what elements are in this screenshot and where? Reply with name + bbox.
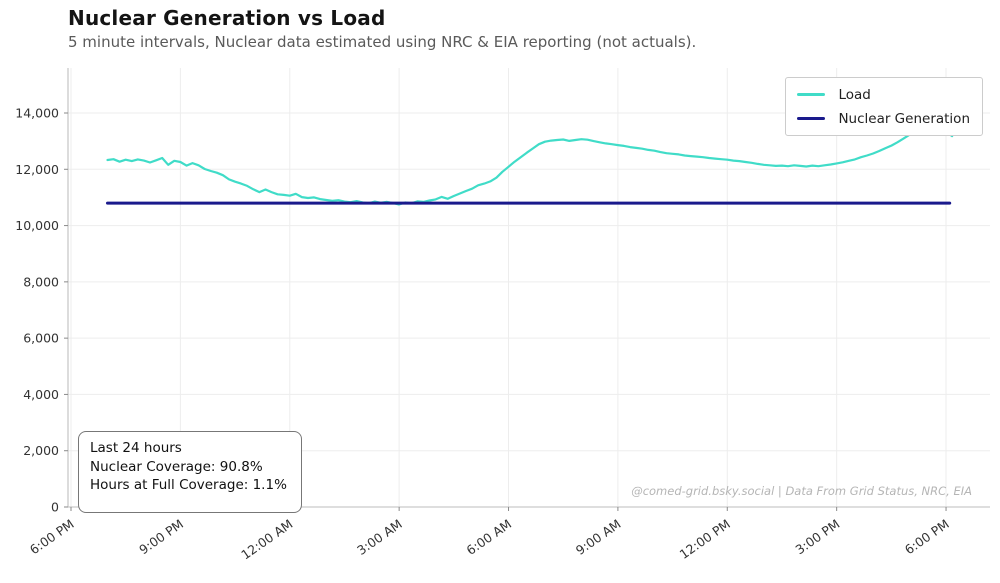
legend-item-nuclear-generation: Nuclear Generation <box>797 109 970 128</box>
x-tick-label: 9:00 AM <box>573 516 624 558</box>
y-tick-label: 14,000 <box>15 106 59 121</box>
chart-title: Nuclear Generation vs Load <box>68 6 386 30</box>
y-tick-label: 0 <box>51 500 59 515</box>
load-line <box>106 126 954 206</box>
legend-swatch-icon <box>797 117 826 120</box>
legend-swatch-icon <box>797 93 826 96</box>
annotation-line-nuclear-coverage: Nuclear Coverage: 90.8% <box>90 458 263 475</box>
y-tick-label: 2,000 <box>23 443 59 458</box>
y-tick-label: 10,000 <box>15 218 59 233</box>
y-tick-label: 12,000 <box>15 162 59 177</box>
x-tick-label: 9:00 PM <box>136 516 186 557</box>
legend-label: Nuclear Generation <box>838 110 970 127</box>
annotation-box: Last 24 hours Nuclear Coverage: 90.8% Ho… <box>78 431 302 513</box>
x-tick-label: 12:00 AM <box>238 516 295 562</box>
x-tick-label: 3:00 AM <box>354 516 405 558</box>
x-tick-label: 12:00 PM <box>677 516 733 562</box>
legend: Load Nuclear Generation <box>785 77 983 136</box>
annotation-line-period: Last 24 hours <box>90 440 182 456</box>
x-tick-label: 3:00 PM <box>793 516 843 557</box>
x-tick-label: 6:00 AM <box>464 516 515 558</box>
y-tick-label: 4,000 <box>23 387 59 402</box>
x-tick-label: 6:00 PM <box>902 516 952 557</box>
chart-subtitle: 5 minute intervals, Nuclear data estimat… <box>68 33 697 51</box>
y-tick-label: 6,000 <box>23 331 59 346</box>
legend-item-load: Load <box>797 85 970 104</box>
legend-label: Load <box>838 86 871 103</box>
y-tick-label: 8,000 <box>23 274 59 289</box>
x-tick-label: 6:00 PM <box>27 516 77 557</box>
annotation-line-full-coverage: Hours at Full Coverage: 1.1% <box>90 477 287 494</box>
watermark: @comed-grid.bsky.social | Data From Grid… <box>631 484 972 498</box>
